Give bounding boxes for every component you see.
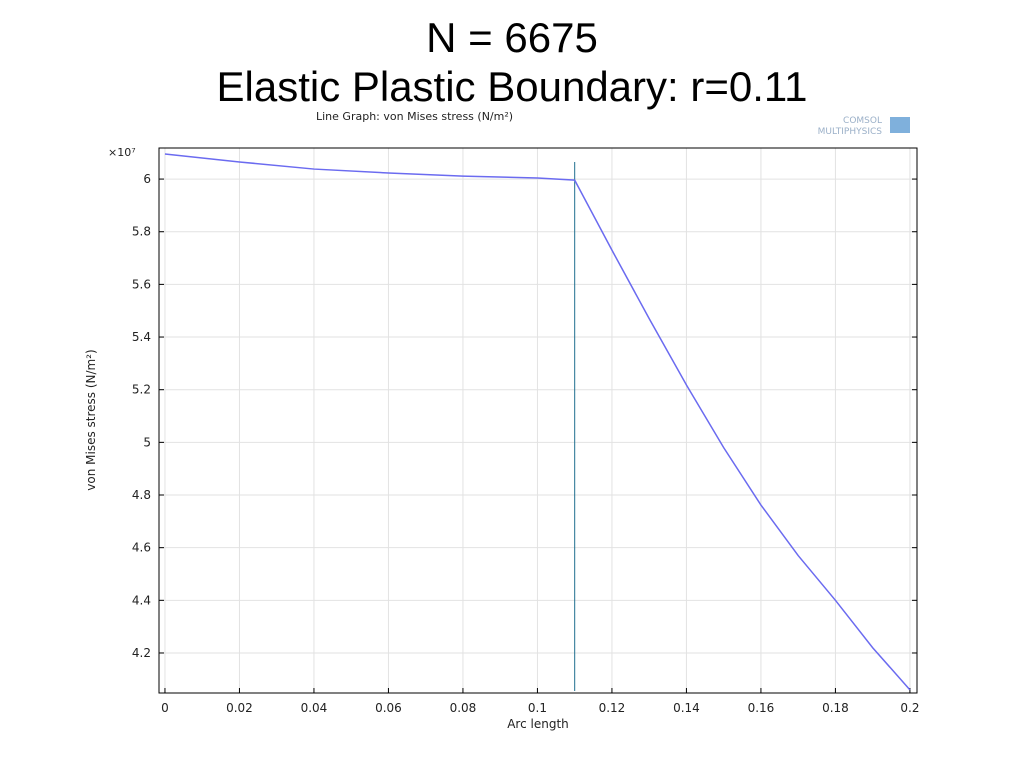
y-tick-label: 4.6 [132, 541, 151, 555]
plot-frame [158, 147, 918, 694]
y-tick-label: 4.2 [132, 646, 151, 660]
x-tick-label: 0.12 [599, 701, 626, 715]
y-tick-label: 5.8 [132, 225, 151, 239]
x-tick-label: 0.16 [748, 701, 775, 715]
y-tick-label: 5 [143, 435, 151, 449]
y-tick-label: 6 [143, 172, 151, 186]
y-tick-label: 4.4 [132, 593, 151, 607]
data-line [164, 153, 911, 691]
y-tick-label: 5.2 [132, 383, 151, 397]
x-tick-label: 0.06 [375, 701, 402, 715]
slide-title: Elastic Plastic Boundary: r=0.11 [216, 63, 807, 110]
x-tick-label: 0.08 [450, 701, 477, 715]
plot: 0 0.02 0.04 0.06 0.08 0.1 0.12 0.14 0.16 0.18 0.2 4… [132, 147, 919, 715]
x-tick-label: 0 [161, 701, 169, 715]
x-tick-label: 0.1 [528, 701, 547, 715]
x-axis-label: Arc length [507, 717, 569, 731]
x-tick-label: 0.18 [822, 701, 849, 715]
y-tick-label: 4.8 [132, 488, 151, 502]
slide-title: N = 6675 [426, 14, 598, 61]
x-tick-label: 0.04 [301, 701, 328, 715]
y-tick-label: 5.4 [132, 330, 151, 344]
logo-icon [890, 117, 910, 133]
x-tick-label: 0.02 [226, 701, 253, 715]
x-tick-label: 0.2 [900, 701, 919, 715]
y-tick-label: 5.6 [132, 277, 151, 291]
y-multiplier: ×10⁷ [108, 146, 136, 159]
chart-title: Line Graph: von Mises stress (N/m²) [316, 110, 513, 123]
y-axis-label: von Mises stress (N/m²) [84, 349, 98, 490]
logo: COMSOL [843, 116, 882, 126]
logo: MULTIPHYSICS [818, 127, 883, 137]
x-tick-label: 0.14 [673, 701, 700, 715]
